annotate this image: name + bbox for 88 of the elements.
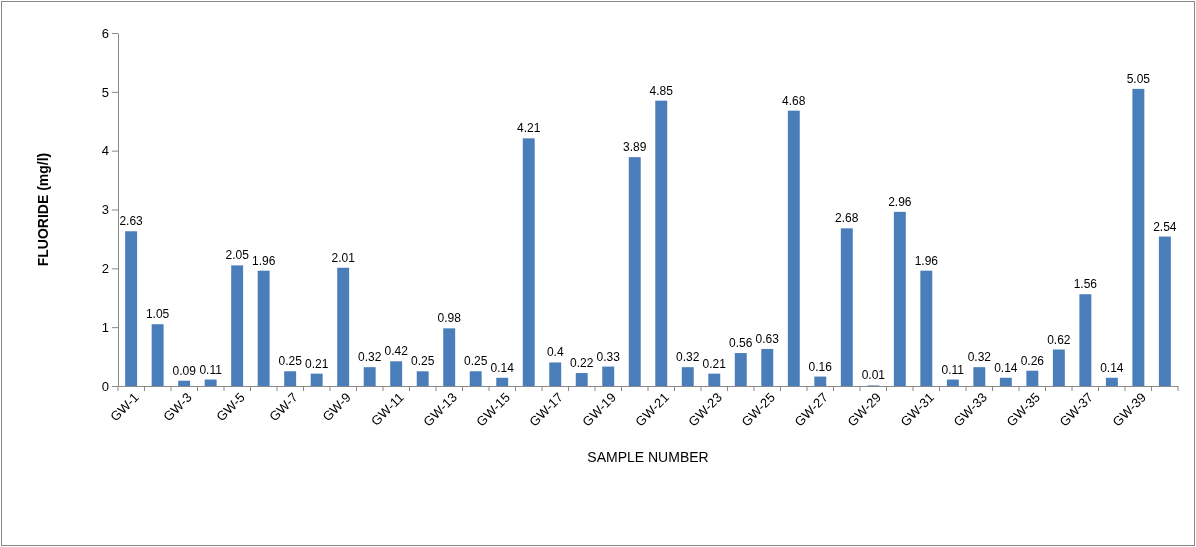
bar [761,348,774,386]
bar [178,380,191,386]
data-label: 0.21 [304,356,329,371]
data-label: 0.09 [172,363,197,378]
bar [310,373,323,386]
data-label: 0.32 [358,350,382,365]
bar [204,379,217,386]
data-label: 0.01 [861,368,886,383]
bar [1052,349,1065,386]
bar [1079,294,1092,386]
y-tick-label: 4 [101,143,109,159]
data-label: 0.63 [755,331,780,346]
data-label: 0.14 [490,360,515,375]
bar [496,377,509,386]
y-axis-title: FLUORIDE (mg/l) [35,152,51,267]
data-label: 1.96 [914,253,939,268]
data-label: 3.89 [623,140,647,155]
bar [734,353,747,386]
bar [681,367,694,386]
bar [390,361,403,386]
data-label: 0.33 [596,349,621,364]
bar [549,362,562,386]
bar [522,138,535,386]
bar [628,157,641,386]
bar [1132,88,1145,386]
y-tick-label: 3 [101,202,109,218]
data-label: 0.32 [676,350,700,365]
data-label: 0.14 [1100,360,1124,375]
bar [708,373,721,386]
bar [602,366,615,386]
data-label: 0.22 [570,356,594,371]
data-label: 5.05 [1126,71,1151,86]
bar [1026,370,1039,386]
bar [1105,377,1118,386]
data-label: 1.96 [251,253,276,268]
data-label: 0.32 [967,350,992,365]
bar [973,367,986,386]
data-label: 0.25 [411,354,435,369]
bar [125,231,138,386]
data-label: 2.05 [225,248,250,263]
bar [443,328,456,386]
y-tick-label: 5 [101,84,109,100]
bar [920,270,933,386]
data-label: 0.56 [729,336,753,351]
bar [151,324,164,386]
y-tick-label: 6 [101,25,109,41]
bar [257,270,270,386]
data-label: 4.21 [517,121,541,136]
data-label: 0.4 [546,345,564,360]
y-tick-label: 2 [101,260,109,276]
x-axis-title: SAMPLE NUMBER [587,449,709,465]
bar [840,228,853,386]
data-label: 2.01 [331,250,356,265]
bar [469,371,482,386]
y-tick-label: 1 [101,319,109,335]
bar [284,371,297,386]
data-label: 0.26 [1020,353,1045,368]
data-label: 0.25 [278,354,303,369]
data-label: 0.62 [1047,332,1071,347]
bar [575,373,588,386]
data-label: 0.98 [437,311,462,326]
bar [999,377,1012,386]
bar [787,110,800,386]
bar [231,265,244,386]
bar [363,367,376,386]
data-label: 1.56 [1073,277,1098,292]
bar [416,371,429,386]
data-label: 0.25 [464,354,488,369]
bar [337,267,350,386]
bar [946,379,959,386]
data-label: 0.11 [199,362,223,377]
data-label: 2.68 [835,211,859,226]
data-label: 4.85 [649,83,674,98]
data-label: 4.68 [782,93,806,108]
data-label: 0.42 [384,344,409,359]
data-label: 0.16 [808,359,833,374]
data-label: 0.14 [994,360,1018,375]
y-tick-label: 0 [101,378,109,394]
data-label: 0.11 [941,362,965,377]
data-label: 2.54 [1153,219,1177,234]
data-label: 0.21 [702,356,727,371]
bar [1158,236,1171,386]
bar [814,376,827,386]
bar [655,100,668,386]
bar [893,211,906,386]
data-label: 1.05 [145,307,170,322]
data-label: 2.63 [119,214,144,229]
data-label: 2.96 [888,194,912,209]
